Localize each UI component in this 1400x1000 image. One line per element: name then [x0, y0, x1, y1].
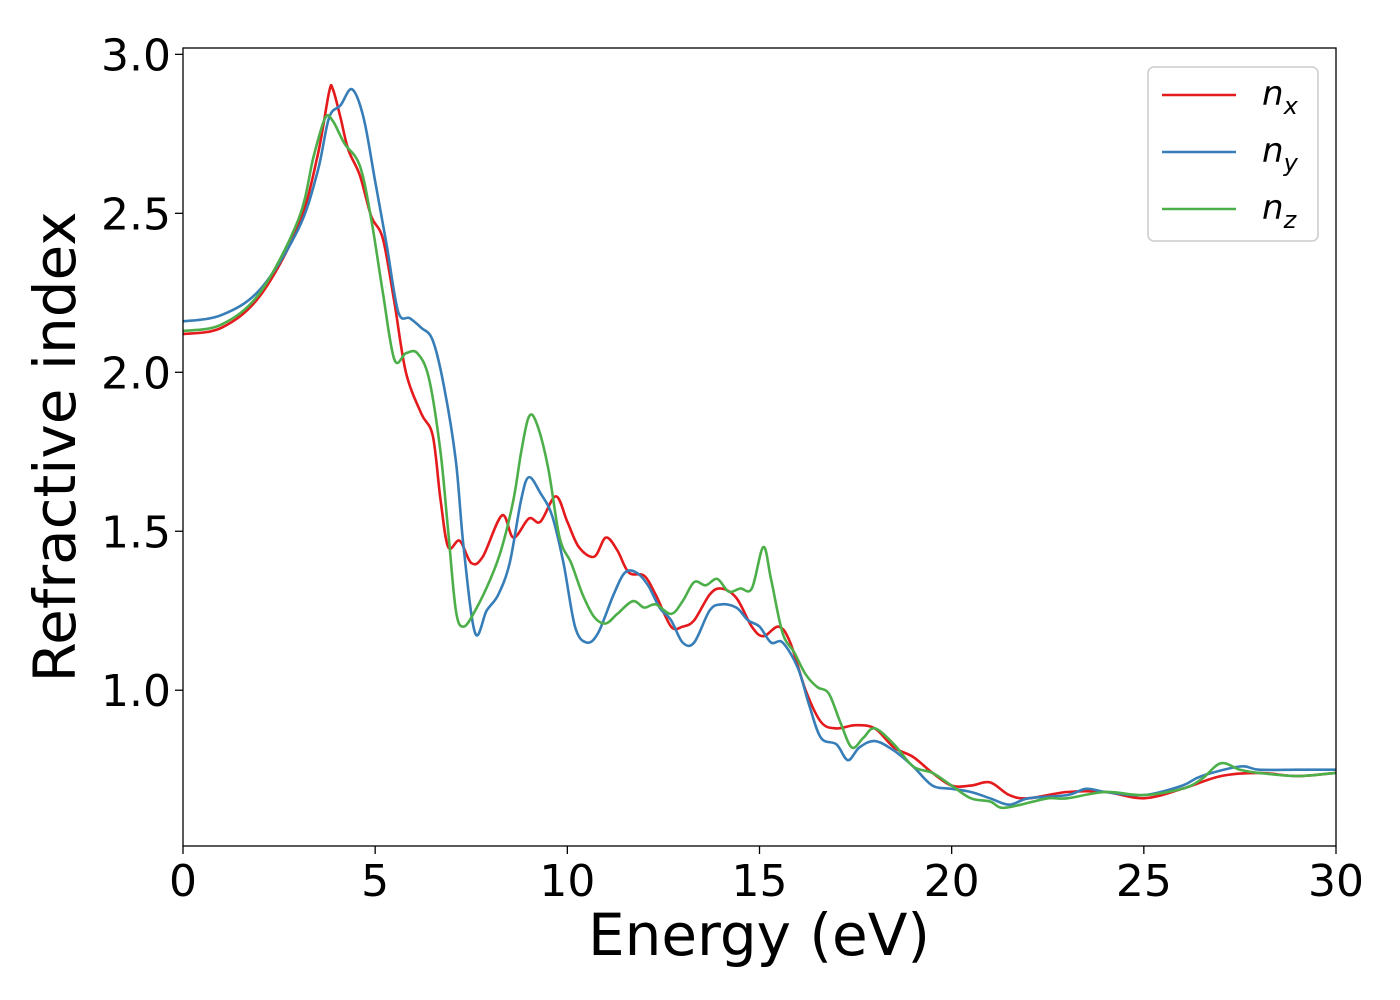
y-tick-label: 2.5 — [101, 189, 171, 240]
series-line-z — [183, 113, 1336, 810]
x-axis-title: Energy (eV) — [588, 901, 930, 969]
y-tick-label: 1.5 — [101, 507, 171, 558]
series-layer — [183, 83, 1336, 810]
x-tick-label: 30 — [1308, 856, 1364, 907]
legend-label-x: nx — [1262, 74, 1299, 120]
legend-box — [1147, 66, 1319, 242]
legend-label-z: nz — [1262, 188, 1298, 234]
x-axis: 0 5 10 15 20 25 30 — [169, 846, 1364, 907]
y-axis-title: Refractive index — [21, 211, 89, 682]
x-tick-label: 0 — [169, 856, 197, 907]
y-tick-label: 1.0 — [101, 666, 171, 717]
y-tick-label: 2.0 — [101, 348, 171, 399]
y-tick-label: 3.0 — [101, 30, 171, 81]
y-axis: 1.0 1.5 2.0 2.5 3.0 — [101, 30, 183, 717]
x-tick-label: 5 — [361, 856, 389, 907]
legend: nx ny nz — [1147, 66, 1319, 242]
x-tick-label: 15 — [732, 856, 788, 907]
x-tick-label: 10 — [539, 856, 595, 907]
x-tick-label: 20 — [924, 856, 980, 907]
legend-label-y: ny — [1262, 131, 1299, 177]
x-tick-label: 25 — [1116, 856, 1172, 907]
